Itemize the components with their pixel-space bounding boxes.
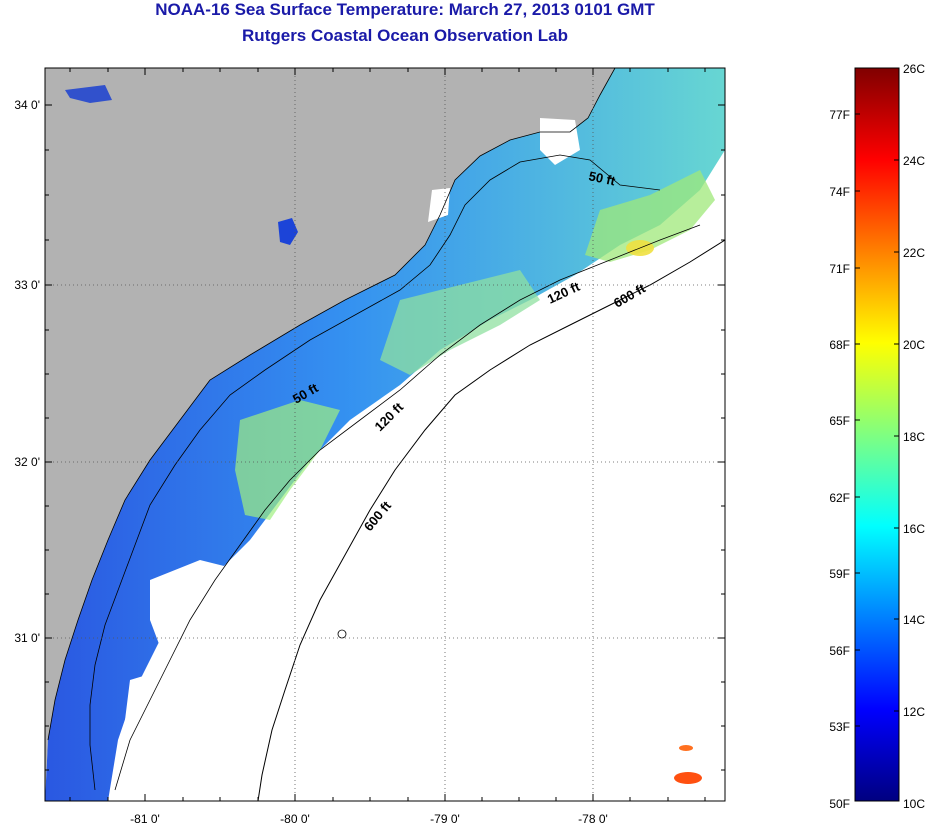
lat-label-33: 33 0': [14, 278, 40, 292]
lon-label-81: -81 0': [130, 812, 160, 826]
colorbar-f-77: 77F: [829, 108, 850, 122]
lat-label-32: 32 0': [14, 455, 40, 469]
colorbar-c-10: 10C: [903, 797, 925, 811]
colorbar-c-22: 22C: [903, 246, 925, 260]
lon-label-79: -79 0': [430, 812, 460, 826]
colorbar-f-68: 68F: [829, 338, 850, 352]
colorbar-c-20: 20C: [903, 338, 925, 352]
colorbar: [855, 68, 899, 801]
gulfstream-patch-small: [679, 745, 693, 751]
colorbar-f-71: 71F: [829, 262, 850, 276]
colorbar-f-59: 59F: [829, 567, 850, 581]
lon-label-78: -78 0': [578, 812, 608, 826]
gulfstream-patch: [674, 772, 702, 784]
lon-label-80: -80 0': [280, 812, 310, 826]
colorbar-c-24: 24C: [903, 154, 925, 168]
colorbar-c-26: 26C: [903, 62, 925, 76]
colorbar-f-50: 50F: [829, 797, 850, 811]
colorbar-f-56: 56F: [829, 644, 850, 658]
colorbar-f-53: 53F: [829, 720, 850, 734]
colorbar-c-18: 18C: [903, 430, 925, 444]
sst-map: 34 0' 33 0' 32 0' 31 0' -81 0' -80 0' -7…: [0, 0, 936, 832]
colorbar-f-74: 74F: [829, 185, 850, 199]
colorbar-f-65: 65F: [829, 414, 850, 428]
lat-label-34: 34 0': [14, 98, 40, 112]
colorbar-f-62: 62F: [829, 491, 850, 505]
lat-label-31: 31 0': [14, 631, 40, 645]
colorbar-c-14: 14C: [903, 613, 925, 627]
colorbar-c-16: 16C: [903, 522, 925, 536]
colorbar-c-12: 12C: [903, 705, 925, 719]
